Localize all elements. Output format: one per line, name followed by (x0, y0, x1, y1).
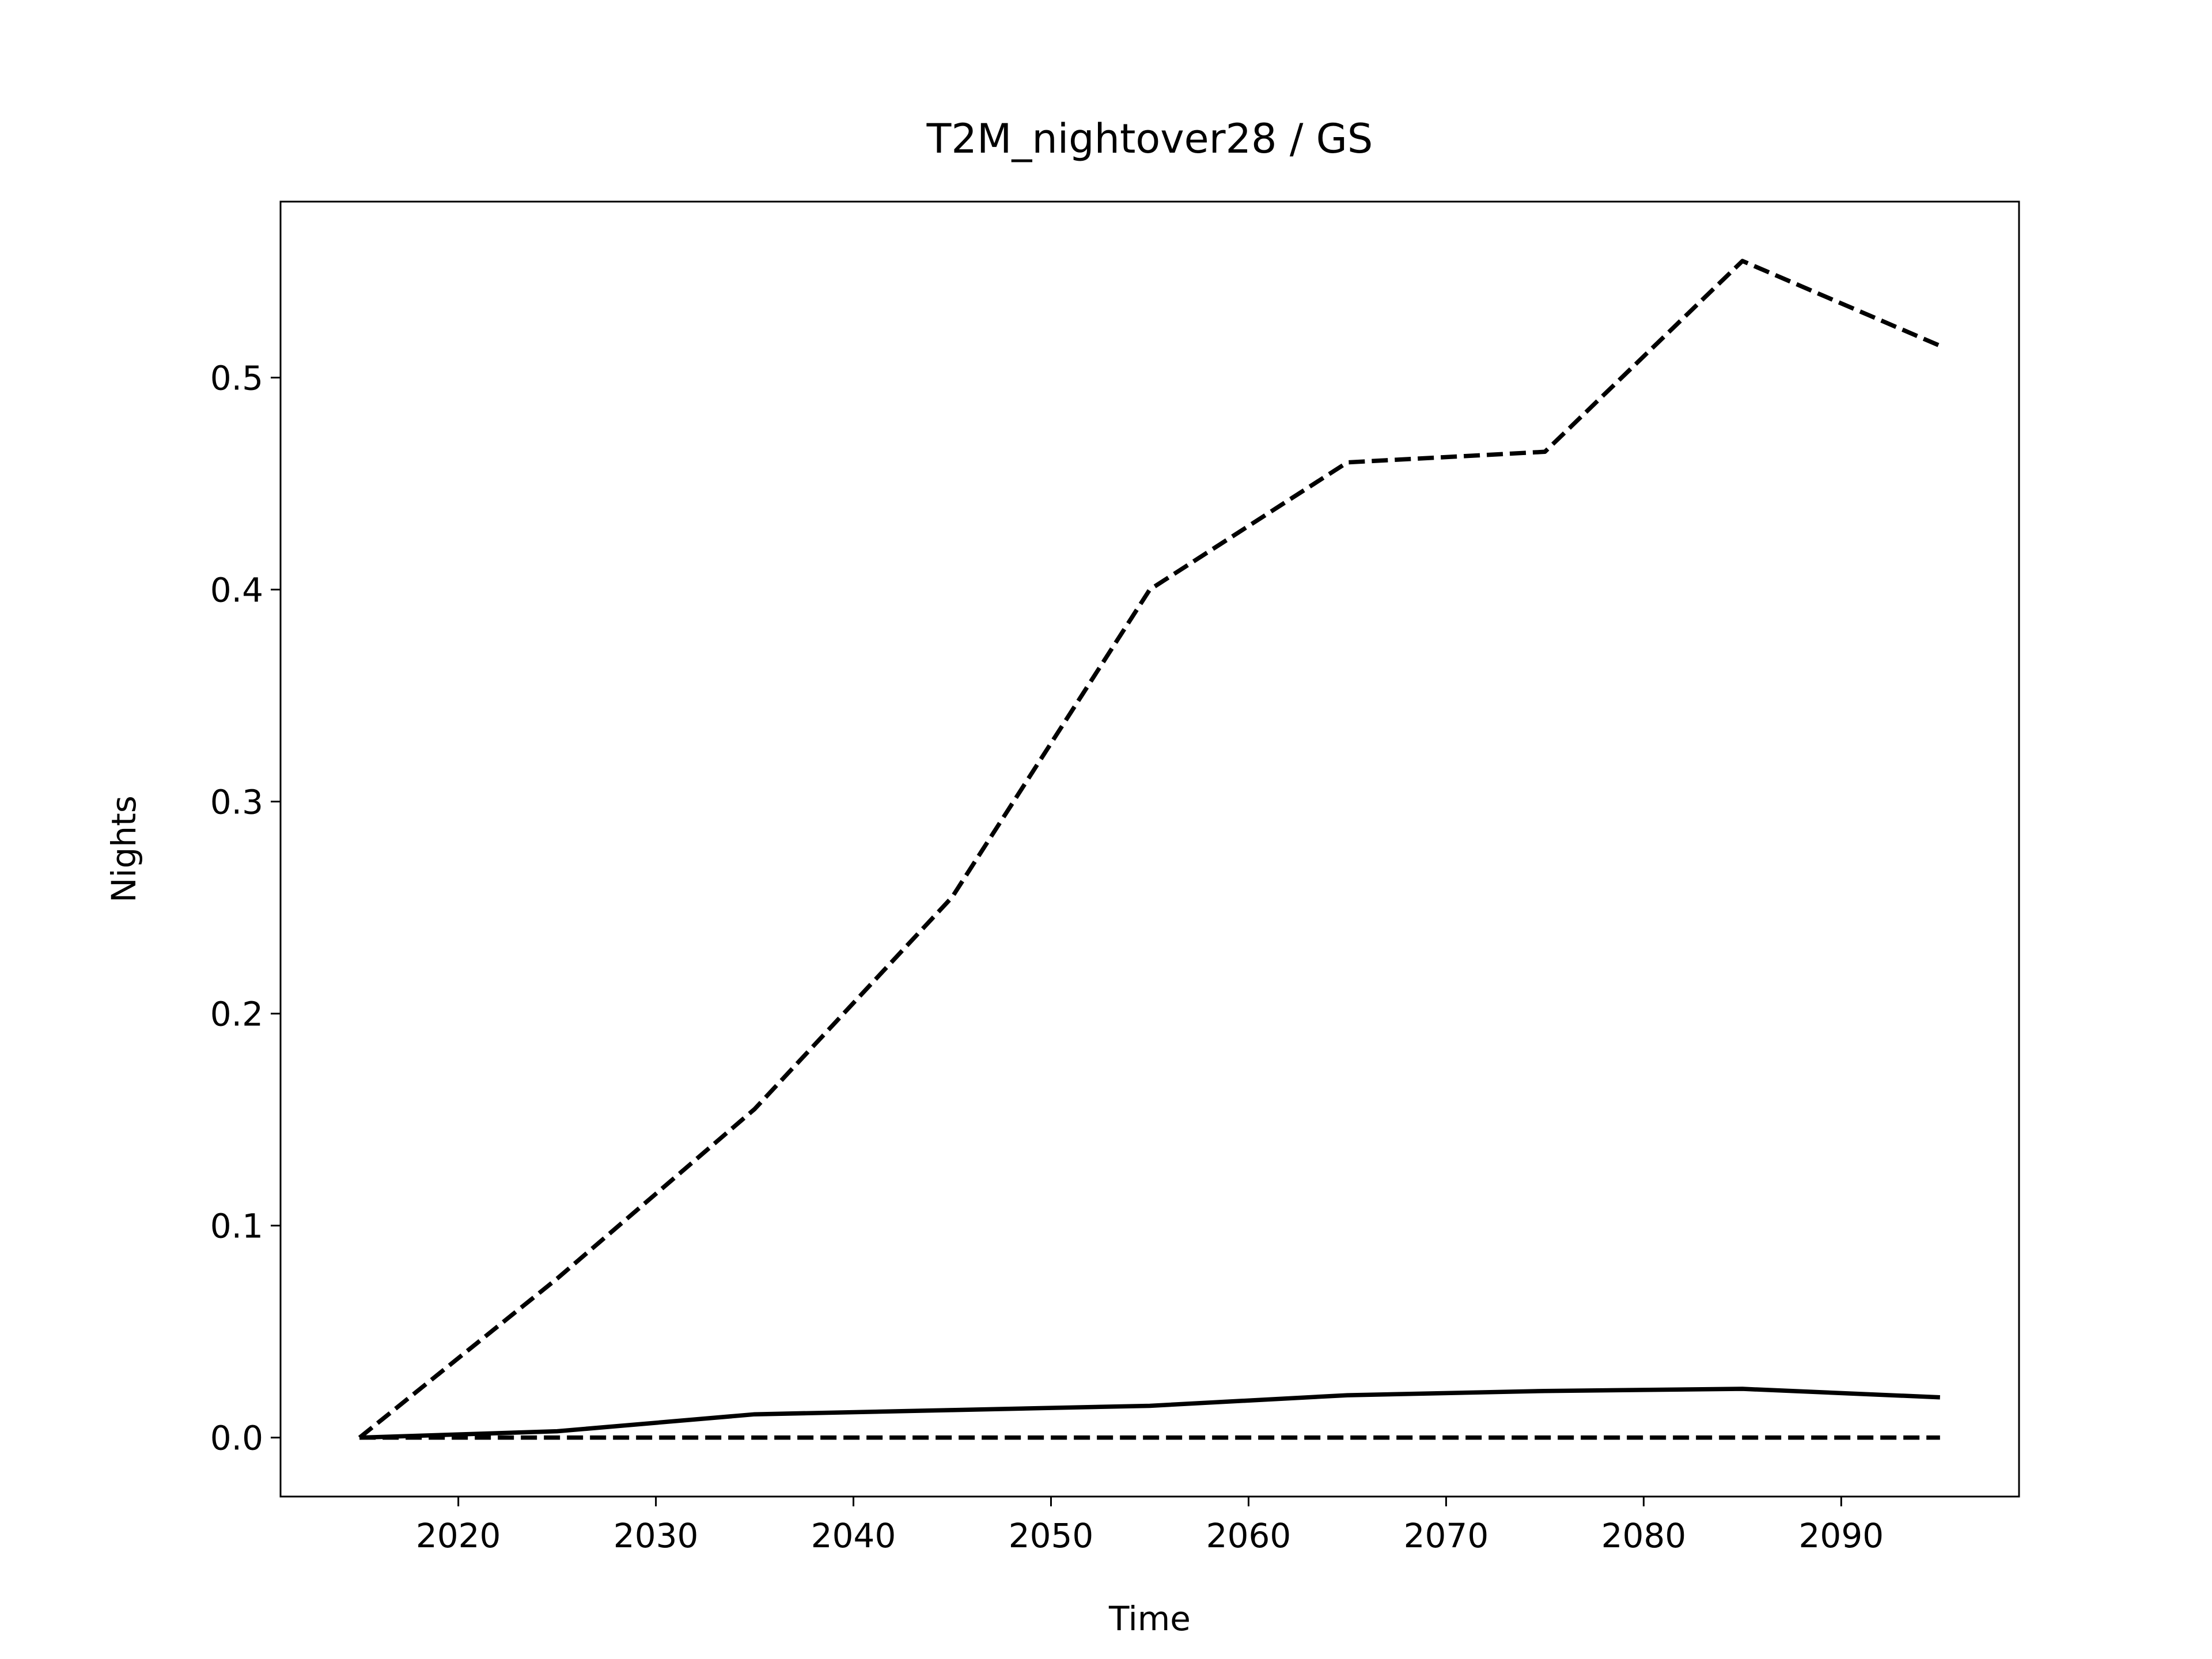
x-tick-label: 2020 (416, 1516, 501, 1555)
x-tick-label: 2050 (1009, 1516, 1094, 1555)
y-tick-label: 0.0 (210, 1419, 263, 1458)
x-tick-label: 2070 (1404, 1516, 1489, 1555)
line-series (358, 259, 1941, 1440)
x-axis-label: Time (1108, 1599, 1191, 1638)
x-tick-label: 2060 (1206, 1516, 1291, 1555)
x-tick-label: 2090 (1799, 1516, 1884, 1555)
y-tick-label: 0.2 (210, 995, 263, 1034)
x-tick-label: 2080 (1601, 1516, 1687, 1555)
line-series (359, 1387, 1940, 1440)
plot-frame (279, 200, 2020, 1498)
x-tick-label: 2040 (811, 1516, 896, 1555)
y-axis-label: Nights (104, 796, 143, 903)
y-tick-label: 0.5 (210, 358, 263, 397)
x-tick-label: 2030 (613, 1516, 699, 1555)
chart-title: T2M_nightover28 / GS (926, 115, 1373, 162)
y-tick-label: 0.1 (210, 1207, 263, 1246)
y-tick-label: 0.3 (210, 783, 263, 822)
y-tick-label: 0.4 (210, 571, 263, 610)
